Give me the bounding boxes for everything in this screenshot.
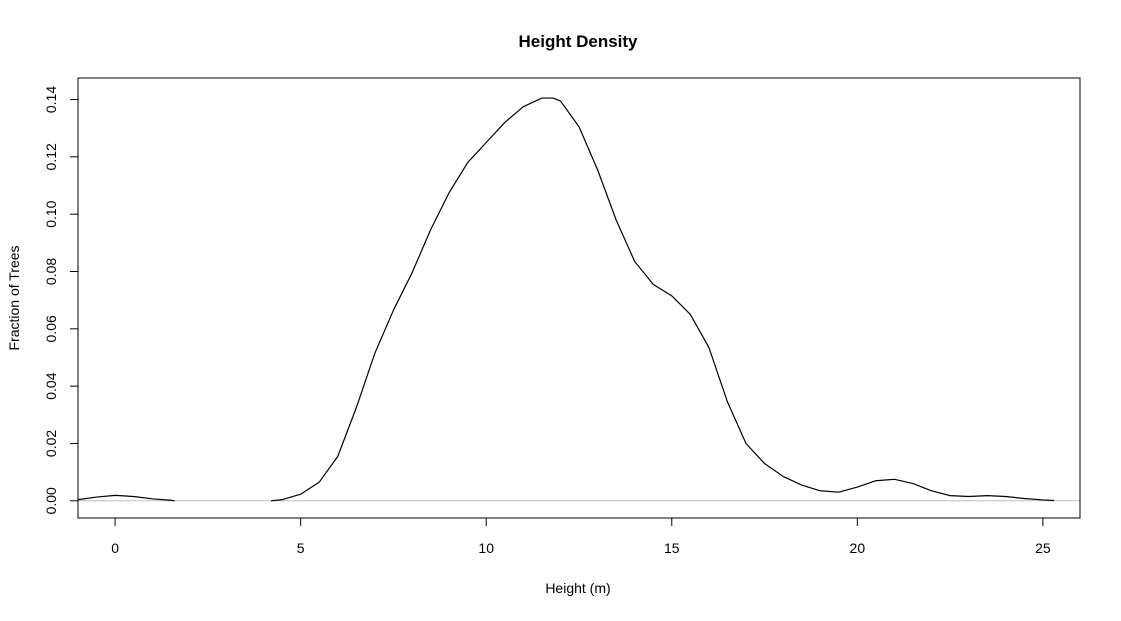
density-curve-segment-1: [77, 494, 175, 502]
y-tick-label: 0.06: [43, 315, 59, 342]
y-tick-label: 0.08: [43, 258, 59, 285]
plot-layer: 0 5 10 15 20 25 0.00 0.02 0.04 0.06 0.08 0.10 0.12 0.…: [43, 77, 1081, 556]
x-tick-label: 0: [111, 540, 119, 556]
y-tick-label: 0.10: [43, 200, 59, 227]
y-tick-label: 0.14: [43, 86, 59, 113]
density-curve-segment-2: [270, 97, 1055, 502]
y-tick-label: 0.04: [43, 372, 59, 399]
x-tick-label: 15: [664, 540, 680, 556]
x-tick-label: 25: [1035, 540, 1051, 556]
chart-title: Height Density: [518, 32, 638, 51]
y-tick-label: 0.02: [43, 430, 59, 457]
x-tick-label: 10: [478, 540, 494, 556]
x-axis-label: Height (m): [545, 580, 610, 596]
y-tick-label: 0.00: [43, 487, 59, 514]
x-tick-label: 20: [850, 540, 866, 556]
y-axis-label: Fraction of Trees: [6, 245, 22, 350]
plot-frame: [77, 77, 1081, 519]
y-tick-label: 0.12: [43, 143, 59, 170]
x-tick-label: 5: [297, 540, 305, 556]
